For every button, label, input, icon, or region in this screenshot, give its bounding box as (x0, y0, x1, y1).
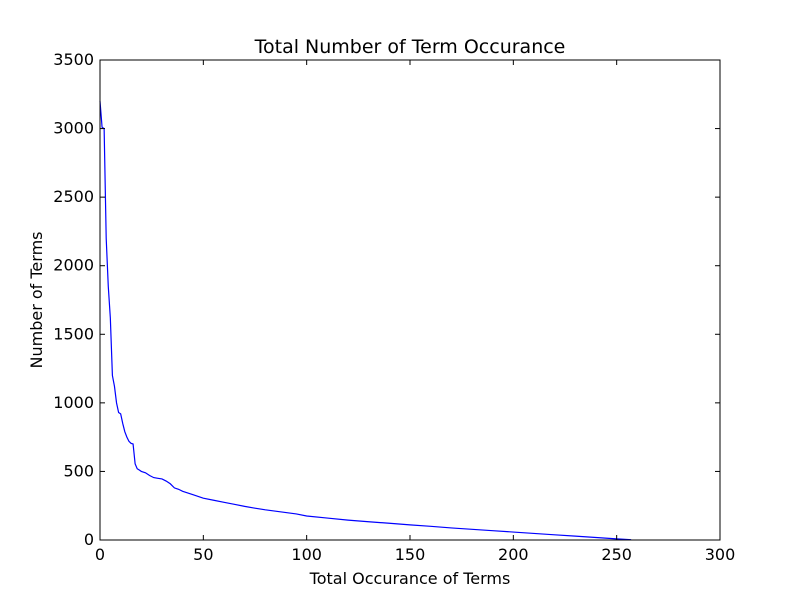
chart-title: Total Number of Term Occurance (254, 36, 566, 58)
y-tick-label: 3000 (53, 119, 94, 138)
x-tick-label: 100 (291, 545, 322, 564)
y-tick-label: 2500 (53, 187, 94, 206)
y-tick-label: 3500 (53, 50, 94, 69)
x-axis-title: Total Occurance of Terms (309, 569, 511, 588)
x-tick-label: 150 (395, 545, 426, 564)
x-tick-label: 300 (705, 545, 736, 564)
x-tick-label: 50 (193, 545, 213, 564)
x-tick-label: 250 (601, 545, 632, 564)
y-tick-label: 2000 (53, 256, 94, 275)
y-tick-label: 1500 (53, 324, 94, 343)
x-tick-label: 0 (95, 545, 105, 564)
y-axis-title: Number of Terms (27, 232, 46, 369)
y-tick-label: 1000 (53, 393, 94, 412)
x-tick-label: 200 (498, 545, 529, 564)
y-tick-label: 500 (63, 461, 94, 480)
y-tick-label: 0 (84, 530, 94, 549)
